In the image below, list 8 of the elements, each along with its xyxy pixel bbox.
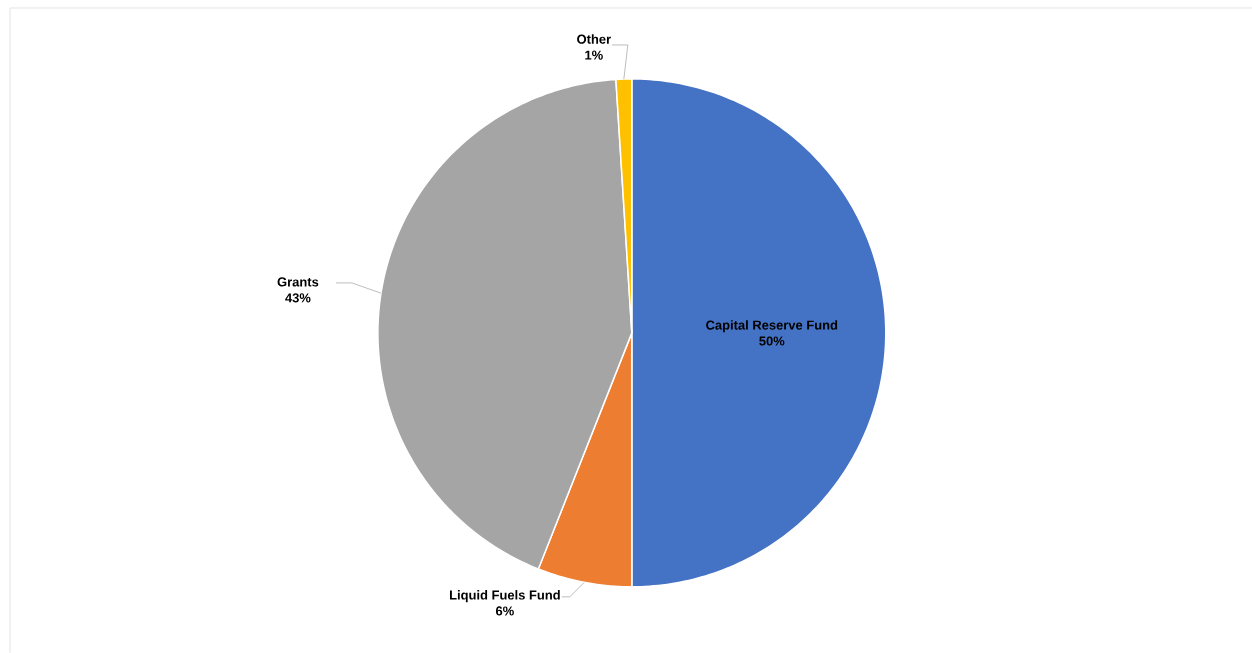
slice-label: Capital Reserve Fund [706, 320, 838, 333]
legend-label: Grants [277, 277, 319, 287]
slice-label: Other [577, 34, 611, 44]
data-label: 50% [759, 336, 785, 346]
data-label: 6% [495, 606, 514, 616]
data-label: 43% [285, 293, 311, 303]
data-label: 1% [585, 50, 603, 60]
slice-label: Liquid Fuels Fund [449, 590, 560, 603]
